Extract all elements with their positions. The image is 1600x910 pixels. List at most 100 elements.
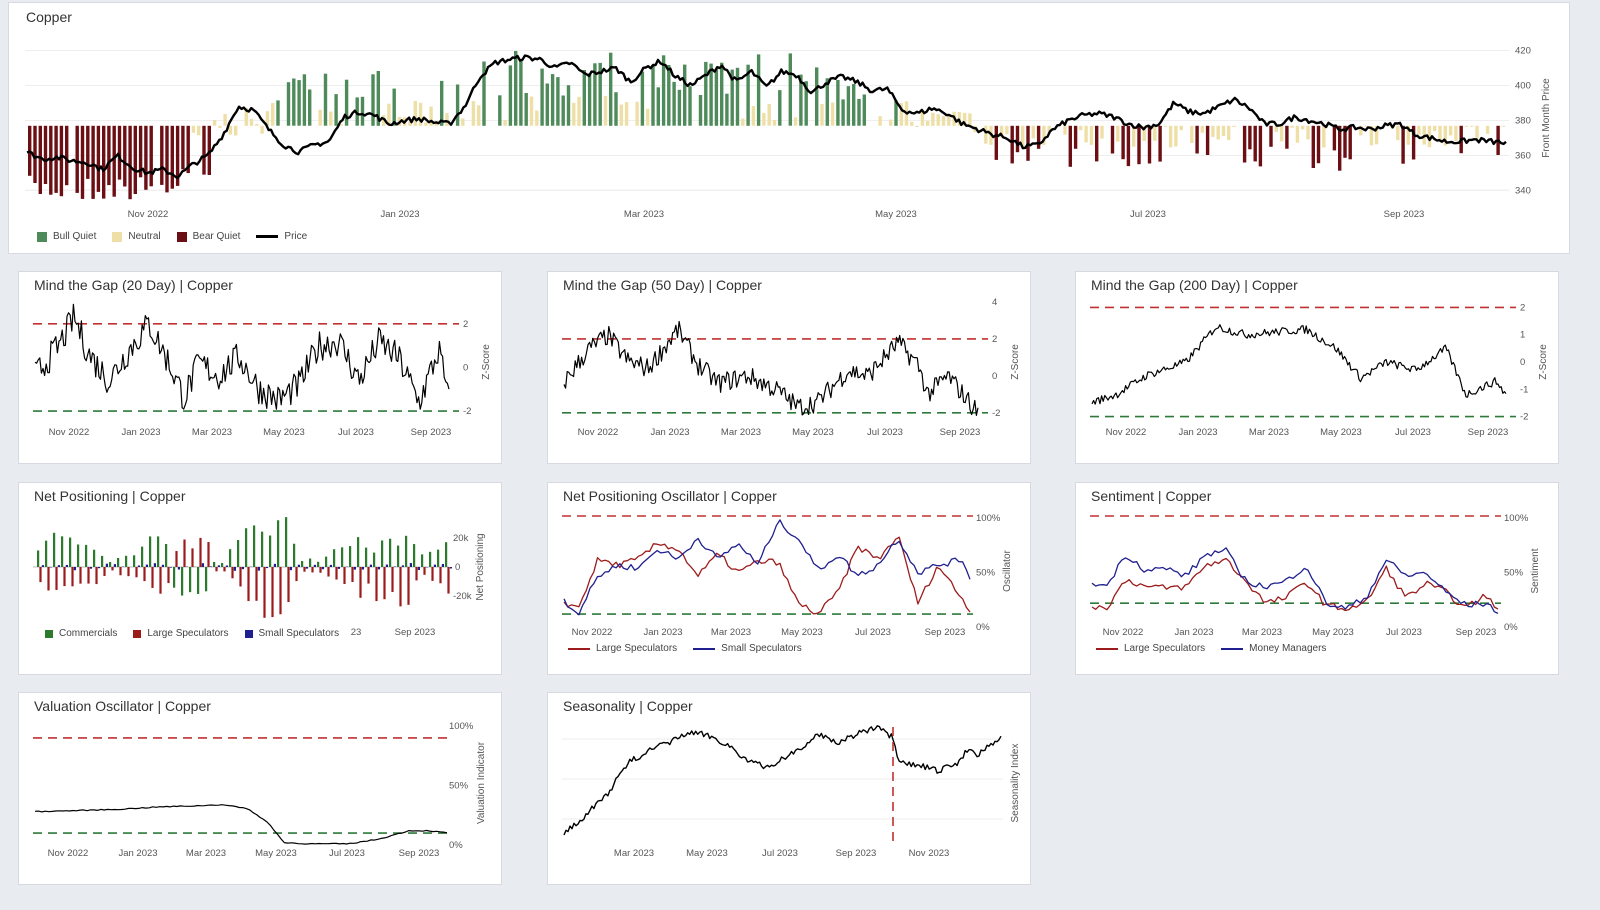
regime-bar [1369, 125, 1374, 146]
regime-bar [529, 96, 534, 126]
commercials-bar [381, 540, 384, 567]
commercials-bar [189, 567, 192, 593]
regime-bar [857, 98, 861, 126]
small-spec-bar [153, 563, 156, 567]
main-y-tick: 340 [1515, 186, 1531, 197]
sent-x-tick: Sep 2023 [1456, 627, 1497, 638]
commercials-bar [405, 535, 408, 567]
large-spec-bar [207, 542, 210, 567]
regime-bar [323, 73, 328, 126]
regime-bar [1485, 125, 1490, 134]
regime-bar [772, 120, 777, 126]
legend-small-spec[interactable]: Small Speculators [244, 628, 339, 639]
regime-bar [836, 80, 840, 126]
netpos-chart[interactable]: 20k 0 -20k 23 Sep 2023 Net Positioning [19, 483, 503, 676]
regime-bar [1406, 125, 1410, 145]
regime-bar [751, 106, 756, 126]
regime-bar [778, 90, 782, 126]
npo-legend-large[interactable]: Large Speculators [568, 643, 677, 654]
sent-chart[interactable]: 100% 50% 0% Nov 2022 Jan 2023 Mar 2023 May 202… [1076, 483, 1560, 676]
season-chart[interactable]: Mar 2023 May 2023 Jul 2023 Sep 2023 Nov 2023… [548, 693, 1032, 886]
large-spec-bar [87, 567, 90, 584]
large-spec-bar [239, 567, 242, 587]
commercials-bar [117, 558, 120, 567]
regime-bar [1433, 125, 1437, 132]
regime-bar [503, 120, 507, 126]
val-x-tick: Mar 2023 [186, 848, 226, 859]
gap20-x-tick: Jul 2023 [338, 427, 374, 438]
small-spec-bar [377, 567, 380, 570]
regime-bar [1063, 125, 1067, 135]
val-y-tick: 100% [449, 721, 474, 732]
regime-bar [984, 125, 988, 144]
legend-large-spec[interactable]: Large Speculators [133, 628, 229, 639]
gap50-chart[interactable]: 4 2 0 -2 Nov 2022 Jan 2023 Mar 2023 May 2023 Jul… [548, 272, 1032, 465]
large-spec-bar [391, 567, 394, 592]
regime-bar [1179, 125, 1183, 131]
sent-x-tick: May 2023 [1312, 627, 1354, 638]
regime-bar [1031, 125, 1035, 139]
legend-price[interactable]: Price [256, 231, 307, 242]
gap20-chart[interactable]: 2 0 -2 Nov 2022 Jan 2023 Mar 2023 May 2023 Jul … [19, 272, 503, 465]
regime-bar [1285, 125, 1289, 149]
gap50-y-tick: 4 [992, 297, 997, 308]
regime-bar [1036, 125, 1041, 149]
regime-bar [962, 112, 967, 126]
commercials-bar [445, 542, 448, 567]
regime-bar [862, 94, 866, 126]
regime-bar [1411, 125, 1416, 160]
npo-y-tick: 0% [976, 622, 990, 633]
large-spec-bar [255, 567, 258, 601]
regime-bar [577, 96, 581, 126]
regime-bar [1110, 125, 1115, 154]
legend-bear[interactable]: Bear Quiet [176, 231, 240, 242]
small-spec-bar [145, 564, 148, 567]
legend-commercials[interactable]: Commercials [45, 628, 117, 639]
commercials-bar [277, 520, 280, 567]
npo-chart[interactable]: 100% 50% 0% Nov 2022 Jan 2023 Mar 2023 May 202… [548, 483, 1032, 676]
regime-bar [920, 111, 925, 126]
sent-legend-mm[interactable]: Money Managers [1221, 643, 1326, 654]
sent-y-tick: 0% [1504, 622, 1518, 633]
legend-neutral[interactable]: Neutral [112, 231, 161, 242]
regime-bar [376, 71, 380, 126]
large-spec-bar [71, 567, 74, 587]
regime-bar [498, 95, 502, 126]
seasonality-line [563, 725, 1002, 836]
main-x-tick: Jan 2023 [380, 209, 419, 220]
regime-bar [524, 93, 528, 126]
regime-bar [931, 112, 935, 126]
regime-bar [941, 116, 946, 126]
gap50-x-tick: Sep 2023 [940, 427, 981, 438]
sent-legend: Large Speculators Money Managers [1096, 643, 1326, 654]
regime-bar [793, 117, 798, 126]
gap20-title: Mind the Gap (20 Day) | Copper [34, 277, 233, 293]
regime-bar [191, 125, 196, 133]
commercials-bar [173, 567, 176, 588]
val-chart[interactable]: 100% 50% 0% Nov 2022 Jan 2023 Mar 2023 May 202… [19, 693, 503, 886]
season-x-tick: Sep 2023 [836, 848, 877, 859]
commercials-bar [261, 531, 264, 567]
netpos-y-axis-label: Net Positioning [475, 533, 486, 600]
main-y-tick: 420 [1515, 46, 1531, 57]
regime-bar [123, 125, 127, 187]
commercials-bar [413, 544, 416, 567]
gap20-x-tick: Mar 2023 [192, 427, 232, 438]
legend-bull-label: Bull Quiet [53, 231, 97, 242]
commercials-bar [397, 545, 400, 567]
commercials-bar [253, 525, 256, 567]
small-spec-bar [385, 564, 388, 567]
gap200-chart[interactable]: 2 1 0 -1 -2 Nov 2022 Jan 2023 Mar 2023 May 2023 J… [1076, 272, 1560, 465]
main-x-tick: May 2023 [875, 209, 917, 220]
regime-bar [1343, 125, 1347, 158]
regime-bar [762, 113, 766, 126]
sent-legend-large[interactable]: Large Speculators [1096, 643, 1205, 654]
regime-bar [1448, 125, 1453, 136]
npo-legend-small[interactable]: Small Speculators [693, 643, 802, 654]
legend-bull[interactable]: Bull Quiet [37, 231, 96, 242]
regime-bar [1290, 125, 1294, 128]
main-chart[interactable]: 340 360 380 400 420 Nov 2022 Jan 2023 Mar 2023 M… [9, 3, 1571, 255]
regime-bar [170, 125, 174, 189]
commercials-bar [45, 540, 48, 567]
regime-bar [1364, 125, 1368, 127]
